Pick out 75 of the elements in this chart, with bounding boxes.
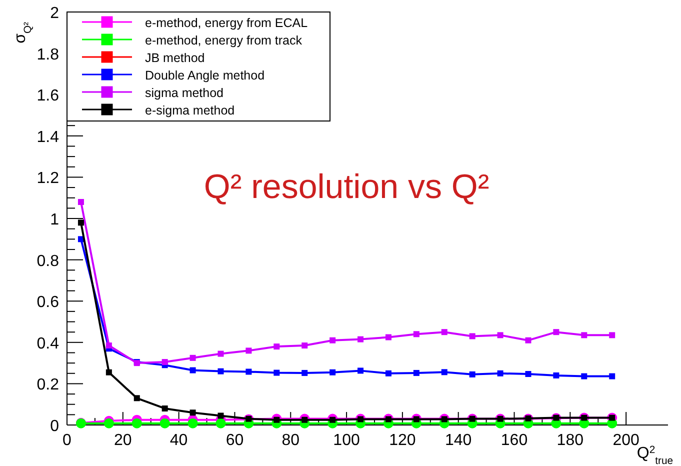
point (78, 198, 84, 205)
point (274, 344, 280, 350)
point (134, 395, 140, 402)
point (385, 370, 392, 376)
legend-label: e-method, energy from ECAL (145, 16, 308, 30)
x-tick-label: 180 (556, 432, 584, 449)
point (190, 354, 196, 361)
y-tick-label: 1.2 (36, 170, 60, 188)
point (302, 342, 308, 348)
y-tick-label: 0.4 (36, 335, 60, 352)
point (330, 369, 336, 376)
y-tick-label: 0.2 (36, 376, 60, 394)
point (78, 220, 84, 226)
point (330, 337, 336, 344)
point (190, 410, 196, 416)
point (497, 370, 504, 376)
point (106, 369, 112, 376)
point (413, 331, 420, 338)
point (581, 332, 588, 338)
point (581, 373, 588, 380)
point (218, 412, 224, 419)
x-tick-label: 120 (389, 432, 416, 449)
x-tick-label: 40 (170, 432, 188, 449)
point (302, 370, 308, 376)
point (162, 405, 168, 412)
x-tick-label: 60 (226, 432, 244, 449)
point (218, 368, 224, 374)
point (553, 329, 560, 336)
point (441, 369, 448, 376)
point (469, 333, 476, 340)
legend-label: Double Angle method (145, 68, 265, 82)
point (246, 348, 252, 354)
point (413, 370, 420, 376)
y-tick-label: 2 (50, 5, 60, 22)
point (525, 370, 532, 377)
x-tick-label: 0 (62, 432, 72, 449)
x-tick-label: 20 (114, 432, 132, 449)
text: Q² resolution vs Q² (204, 168, 490, 206)
legend-label: sigma method (145, 86, 224, 100)
point (358, 368, 364, 374)
point (104, 418, 114, 428)
legend-label: e-method, energy from track (145, 34, 303, 48)
point (218, 350, 224, 357)
y-tick-label: 1.8 (36, 46, 60, 64)
legend-label: e-sigma method (145, 104, 235, 118)
point (132, 418, 142, 428)
x-tick-label: 200 (612, 432, 640, 449)
point (358, 336, 364, 342)
point (190, 367, 196, 374)
y-tick-label: 0.8 (36, 252, 60, 270)
point (385, 334, 392, 340)
y-tick-label: 1 (50, 212, 60, 228)
point (609, 373, 616, 380)
legend-label: JB method (145, 51, 205, 65)
point (441, 329, 448, 336)
y-tick-label: 0.6 (36, 294, 60, 312)
y-tick-label: 1.6 (36, 88, 60, 105)
y-tick-label: 0 (50, 418, 60, 435)
point (497, 332, 504, 338)
point (106, 342, 112, 348)
point (246, 368, 252, 375)
point (609, 332, 616, 338)
x-tick-label: 140 (444, 432, 472, 449)
point (216, 418, 226, 428)
point (160, 418, 170, 428)
point (469, 371, 476, 378)
point (274, 370, 280, 376)
point (162, 359, 168, 366)
point (525, 337, 532, 344)
x-tick-label: 80 (282, 432, 300, 449)
point (553, 372, 560, 378)
x-tick-label: 100 (333, 432, 360, 449)
y-tick-label: 1.4 (36, 128, 60, 146)
point (188, 418, 198, 428)
x-tick-label: 160 (500, 432, 528, 449)
